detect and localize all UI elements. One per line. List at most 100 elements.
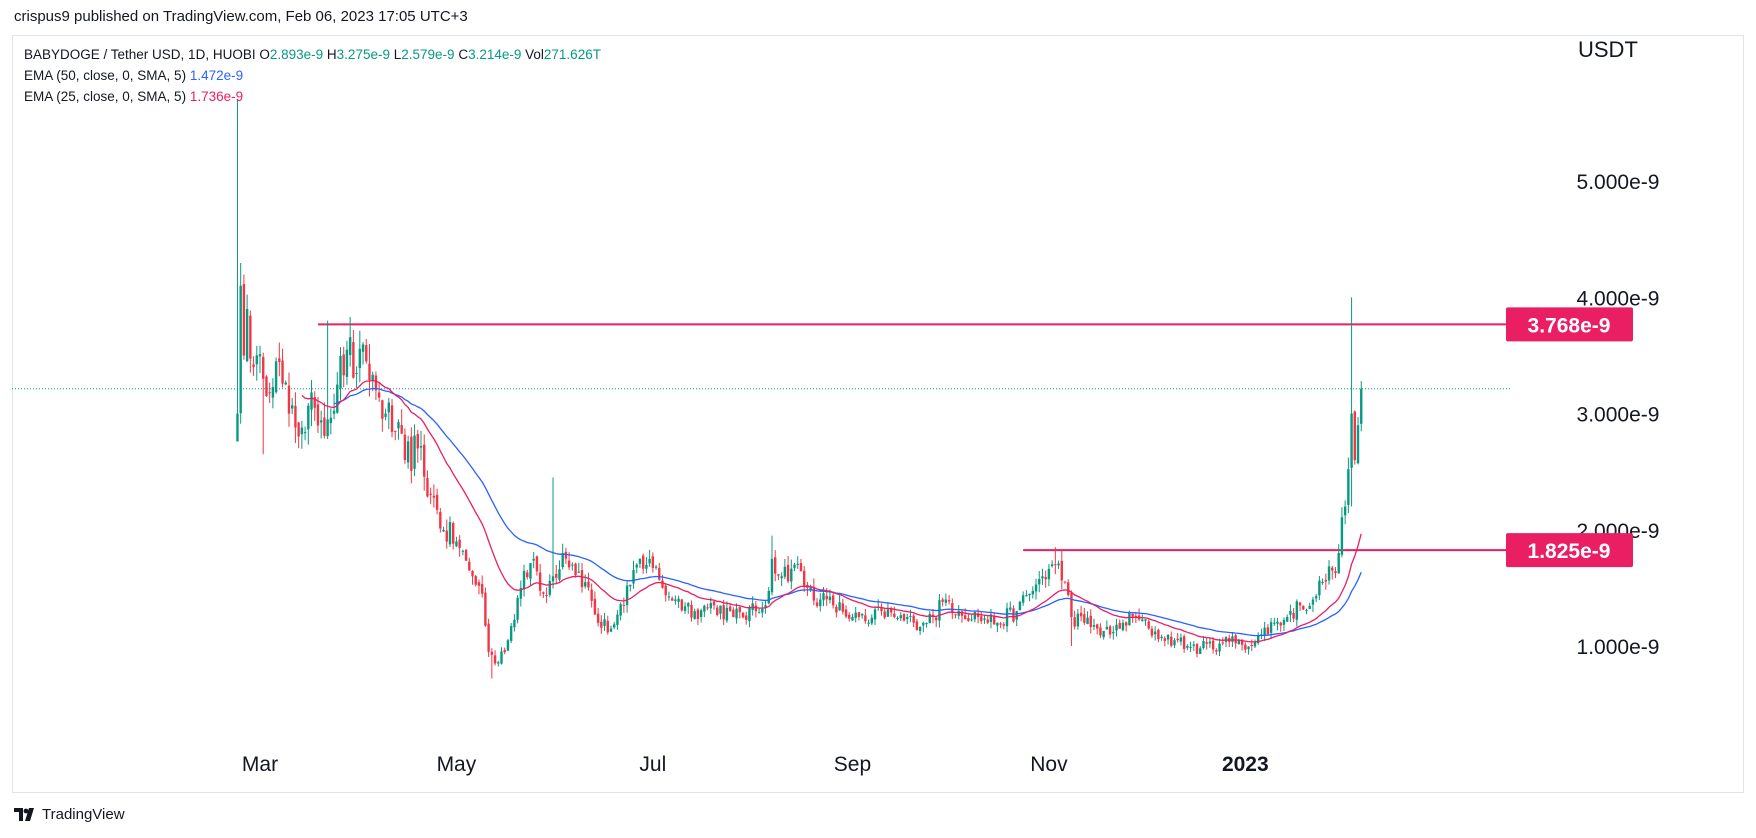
candle[interactable]: [265, 375, 268, 397]
candle[interactable]: [748, 605, 751, 628]
candle[interactable]: [1311, 596, 1315, 613]
candle[interactable]: [770, 535, 774, 596]
candle[interactable]: [696, 608, 700, 626]
candle[interactable]: [506, 638, 510, 652]
candle[interactable]: [323, 402, 326, 439]
candle[interactable]: [1253, 639, 1257, 649]
candle[interactable]: [1192, 641, 1195, 651]
candle[interactable]: [1121, 619, 1125, 632]
candle[interactable]: [1044, 570, 1047, 588]
candle[interactable]: [980, 611, 983, 624]
candle[interactable]: [767, 587, 770, 605]
candle[interactable]: [1285, 614, 1289, 623]
candle[interactable]: [838, 595, 841, 611]
candle[interactable]: [577, 562, 580, 573]
candle[interactable]: [1153, 626, 1157, 641]
candle[interactable]: [278, 342, 281, 377]
candle[interactable]: [664, 584, 667, 602]
candle[interactable]: [368, 343, 371, 397]
candle[interactable]: [918, 626, 922, 635]
candle[interactable]: [683, 602, 687, 614]
candle[interactable]: [613, 621, 616, 630]
candle[interactable]: [992, 612, 996, 625]
candle[interactable]: [471, 570, 474, 585]
candle[interactable]: [439, 507, 442, 533]
candle[interactable]: [1260, 628, 1263, 640]
candle[interactable]: [912, 613, 915, 628]
candle[interactable]: [877, 599, 880, 611]
candle[interactable]: [1186, 644, 1189, 651]
level-badge-2[interactable]: 1.825e-9: [1506, 533, 1633, 568]
candle[interactable]: [1356, 416, 1360, 465]
candle[interactable]: [831, 592, 835, 609]
candle[interactable]: [394, 430, 397, 441]
candle[interactable]: [242, 274, 246, 360]
candle[interactable]: [699, 608, 703, 623]
candle[interactable]: [719, 605, 722, 620]
candle[interactable]: [419, 430, 423, 461]
candle[interactable]: [1308, 602, 1311, 610]
candle[interactable]: [458, 535, 461, 557]
candle[interactable]: [1289, 604, 1292, 622]
candle[interactable]: [1211, 637, 1215, 654]
candle[interactable]: [551, 477, 555, 589]
candle[interactable]: [268, 382, 271, 403]
candle[interactable]: [452, 521, 455, 550]
candle[interactable]: [509, 623, 513, 643]
candle[interactable]: [967, 614, 970, 622]
tradingview-logo[interactable]: TradingView: [14, 806, 125, 823]
candle[interactable]: [1350, 297, 1353, 507]
candle[interactable]: [503, 647, 506, 655]
candle[interactable]: [648, 549, 651, 567]
candle[interactable]: [416, 429, 419, 463]
candle[interactable]: [973, 610, 977, 623]
candle[interactable]: [670, 596, 674, 601]
candle[interactable]: [384, 408, 387, 421]
candle[interactable]: [468, 557, 471, 571]
candle[interactable]: [1318, 575, 1321, 600]
candle[interactable]: [339, 347, 342, 401]
candle[interactable]: [899, 612, 902, 622]
candle[interactable]: [313, 391, 316, 421]
candle[interactable]: [786, 555, 790, 584]
candle[interactable]: [236, 99, 239, 442]
candle[interactable]: [796, 556, 799, 569]
candle[interactable]: [841, 598, 845, 615]
ema50-line[interactable]: [333, 387, 1362, 637]
candle[interactable]: [848, 612, 851, 622]
candle[interactable]: [986, 616, 989, 625]
candle[interactable]: [1360, 381, 1363, 432]
candle[interactable]: [1273, 617, 1276, 627]
candle[interactable]: [1047, 564, 1051, 587]
candle[interactable]: [348, 316, 352, 367]
candle[interactable]: [693, 608, 696, 620]
candle[interactable]: [954, 614, 957, 619]
candle[interactable]: [651, 552, 655, 573]
candle[interactable]: [596, 607, 600, 627]
candle[interactable]: [819, 593, 822, 612]
candle[interactable]: [873, 606, 877, 625]
candle[interactable]: [1083, 607, 1086, 625]
candle[interactable]: [1031, 586, 1034, 599]
candle[interactable]: [1089, 609, 1092, 634]
candle[interactable]: [1195, 643, 1199, 658]
candle[interactable]: [1060, 550, 1063, 590]
candle[interactable]: [1050, 560, 1054, 568]
candle[interactable]: [1173, 637, 1176, 648]
candle[interactable]: [896, 616, 899, 621]
candle[interactable]: [1234, 633, 1237, 649]
candle[interactable]: [480, 575, 484, 598]
candle[interactable]: [529, 563, 532, 586]
candle[interactable]: [1257, 632, 1260, 645]
candle[interactable]: [361, 342, 365, 365]
candle[interactable]: [571, 562, 574, 571]
candle[interactable]: [307, 403, 310, 445]
candle[interactable]: [1224, 636, 1228, 647]
candle[interactable]: [1337, 544, 1340, 574]
candle[interactable]: [1021, 591, 1025, 606]
candle[interactable]: [435, 488, 439, 515]
candle[interactable]: [1215, 648, 1218, 656]
candle[interactable]: [245, 294, 249, 363]
candle[interactable]: [1327, 560, 1331, 585]
